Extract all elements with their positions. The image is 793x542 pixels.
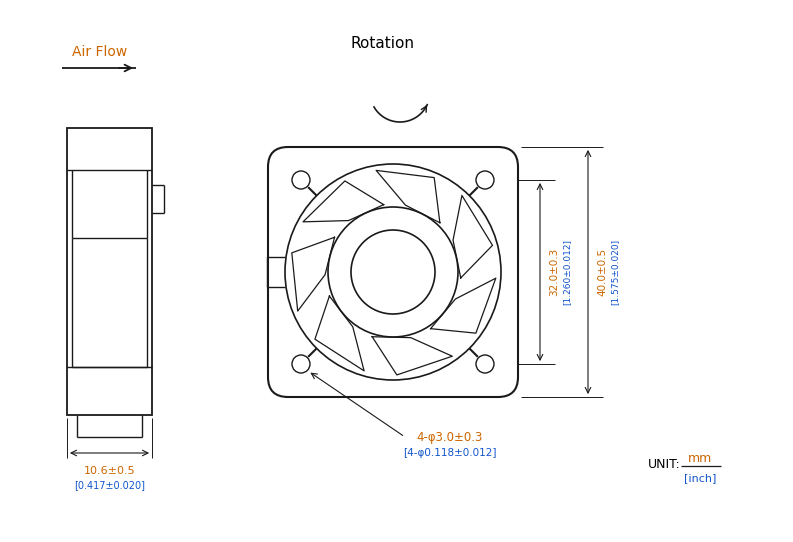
Text: [4-φ0.118±0.012]: [4-φ0.118±0.012]: [404, 448, 496, 458]
Text: Air Flow: Air Flow: [72, 45, 128, 59]
Text: 40.0±0.5: 40.0±0.5: [597, 248, 607, 296]
Text: [0.417±0.020]: [0.417±0.020]: [74, 480, 145, 490]
Text: 4-φ3.0±0.3: 4-φ3.0±0.3: [417, 431, 483, 444]
Text: mm: mm: [688, 453, 712, 466]
Bar: [67, 128, 152, 415]
Text: [inch]: [inch]: [684, 473, 716, 483]
Text: [1.575±0.020]: [1.575±0.020]: [611, 239, 619, 305]
Text: UNIT:: UNIT:: [648, 457, 680, 470]
Text: Rotation: Rotation: [350, 35, 414, 50]
Text: [1.260±0.012]: [1.260±0.012]: [562, 239, 572, 305]
Text: 10.6±0.5: 10.6±0.5: [84, 466, 136, 476]
Text: 32.0±0.3: 32.0±0.3: [549, 248, 559, 296]
